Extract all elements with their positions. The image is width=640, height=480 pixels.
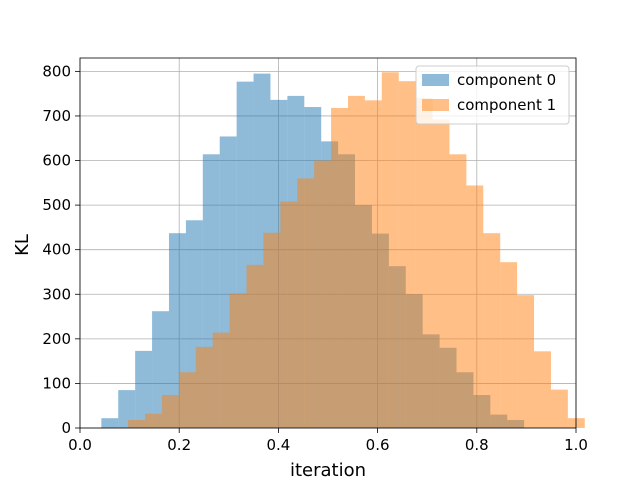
histogram-bar (128, 419, 146, 428)
histogram-bar (297, 178, 315, 428)
histogram-bar (161, 395, 179, 428)
y-tick-label: 300 (42, 285, 71, 303)
histogram-bar (432, 119, 450, 429)
x-tick-label: 0.8 (465, 436, 489, 454)
y-tick-label: 400 (42, 241, 71, 259)
histogram-bar (364, 100, 382, 428)
x-axis-label: iteration (290, 460, 366, 480)
series-1-bars (128, 72, 585, 429)
y-axis-ticks: 0 100 200 300 400 500 600 700 800 (42, 62, 80, 437)
legend-swatch (422, 99, 449, 111)
x-tick-label: 0.4 (266, 436, 290, 454)
y-axis-label: KL (12, 234, 33, 256)
axes-frame (79, 57, 577, 429)
x-tick-label: 0.6 (366, 436, 390, 454)
y-tick-label: 700 (42, 107, 71, 125)
histogram-bar (229, 293, 247, 428)
plot-frame (79, 57, 577, 429)
legend-box (415, 65, 570, 125)
y-tick-label: 0 (61, 419, 71, 437)
legend-label: component 1 (457, 96, 556, 114)
y-tick-label: 800 (42, 62, 71, 80)
x-tick-label: 1.0 (564, 436, 588, 454)
histogram-bar (381, 72, 399, 428)
histogram-bar (195, 346, 213, 428)
legend-swatch (422, 74, 449, 86)
histogram-bar (483, 233, 501, 428)
legend-label: component 0 (457, 71, 556, 89)
x-tick-label: 0.2 (167, 436, 191, 454)
histogram-bar (398, 81, 416, 428)
histogram-bar (466, 185, 484, 428)
histogram-bar (135, 350, 153, 428)
x-axis-ticks: 0.0 0.2 0.4 0.6 0.8 1.0 (68, 428, 588, 454)
y-tick-label: 100 (42, 374, 71, 392)
legend: component 0 component 1 (415, 65, 570, 125)
histogram-bar (118, 390, 136, 428)
y-tick-label: 200 (42, 330, 71, 348)
histogram-bar (449, 154, 467, 428)
histogram-bar (280, 201, 298, 428)
histogram-bar (178, 372, 196, 428)
histogram-bar (145, 413, 162, 428)
x-tick-label: 0.0 (68, 436, 92, 454)
histogram-bar (331, 107, 348, 429)
histogram-bars (101, 72, 585, 429)
histogram-bar (534, 351, 551, 428)
histogram-bar (550, 389, 568, 428)
histogram-bar (517, 295, 535, 428)
histogram-bar (415, 98, 433, 428)
histogram-bar (212, 332, 230, 428)
histogram-bar (101, 418, 119, 428)
histogram-bar (263, 232, 281, 428)
histogram-bar (500, 262, 518, 428)
histogram-bar (246, 264, 264, 428)
histogram-bar (314, 160, 332, 428)
y-tick-label: 600 (42, 152, 71, 170)
y-tick-label: 500 (42, 196, 71, 214)
histogram-bar (347, 95, 365, 428)
